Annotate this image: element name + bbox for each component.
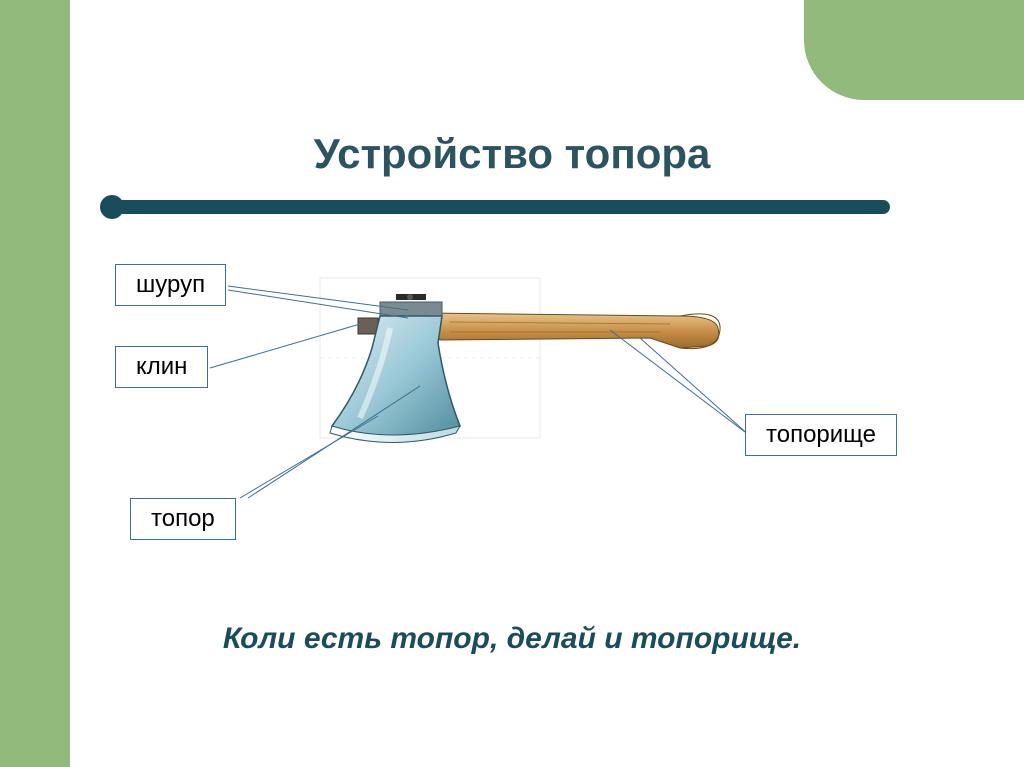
label-topor: топор — [130, 498, 236, 540]
title-underline — [110, 200, 890, 214]
slide-title: Устройство топора — [0, 130, 1024, 178]
label-klin: клин — [115, 346, 208, 388]
axe-illustration — [310, 258, 730, 478]
label-toporishe: топорище — [745, 414, 897, 456]
corner-accent — [804, 0, 1024, 100]
title-dot — [100, 195, 124, 219]
label-shurup: шуруп — [115, 264, 226, 306]
caption: Коли есть топор, делай и топорище. — [0, 622, 1024, 656]
slide: Устройство топора — [0, 0, 1024, 767]
